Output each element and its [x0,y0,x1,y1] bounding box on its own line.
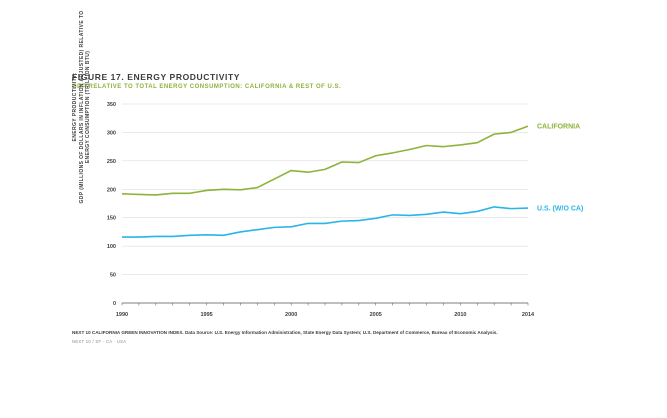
y-tick-label-0: 0 [113,301,116,307]
series-label-1: CALIFORNIA [537,124,580,131]
chart-title: FIGURE 17. ENERGY PRODUCTIVITY [72,72,241,82]
x-tick-label-2000: 2000 [285,312,297,318]
series-line-2 [122,206,529,238]
x-tick-label-2005: 2005 [370,312,382,318]
y-tick-label-300: 300 [107,130,116,136]
y-tick-label-250: 250 [107,159,116,165]
x-tick-label-2010: 2010 [454,312,466,318]
y-tick-label-150: 150 [107,216,116,222]
series-label-2: U.S. (W/O CA) [537,206,583,213]
y-tick-label-100: 100 [107,244,116,250]
chart-subtitle: GDP RELATIVE TO TOTAL ENERGY CONSUMPTION… [72,84,342,90]
x-tick-label-1990: 1990 [116,312,128,318]
y-tick-label-50: 50 [110,273,116,279]
y-tick-label-200: 200 [107,187,116,193]
page-footer: NEXT 10 / SF · CA · USA [72,339,127,344]
chart-footnote: NEXT 10 CALIFORNIA GREEN INNOVATION INDE… [72,330,498,335]
x-tick-label-1995: 1995 [200,312,212,318]
y-tick-label-350: 350 [107,102,116,108]
series-line-1 [121,125,529,196]
x-tick-label-2014: 2014 [522,312,535,318]
